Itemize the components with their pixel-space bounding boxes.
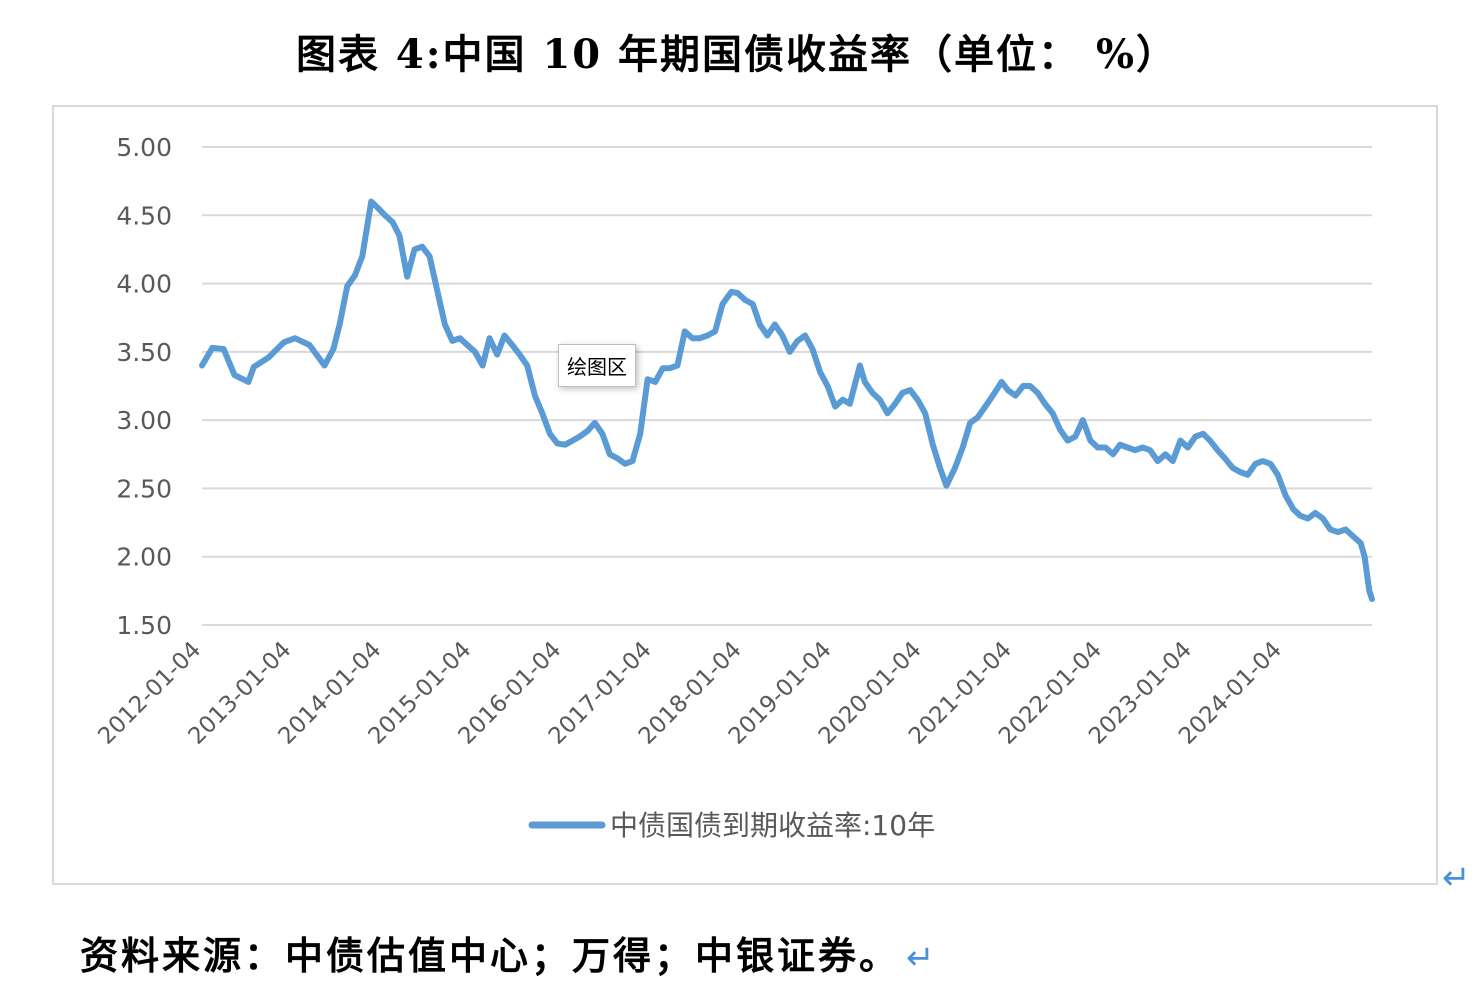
y-tick-label: 2.50 — [116, 474, 172, 503]
plot-area-tooltip: 绘图区 — [558, 344, 636, 387]
y-tick-label: 3.00 — [116, 406, 172, 435]
y-tick-label: 5.00 — [116, 133, 172, 162]
y-tick-label: 2.00 — [116, 543, 172, 572]
source-note: 资料来源：中债估值中心；万得；中银证券。 ↵ — [80, 925, 938, 980]
series-line — [199, 198, 1375, 603]
legend-label: 中债国债到期收益率:10年 — [610, 809, 935, 842]
source-text: 资料来源：中债估值中心；万得；中银证券。 — [80, 933, 901, 978]
chart-area[interactable]: 5.00 4.50 4.00 3.50 3.00 2.50 2.00 1.50 2012-01-… — [52, 105, 1438, 885]
y-tick-label: 3.50 — [116, 338, 172, 367]
y-tick-label: 1.50 — [116, 611, 172, 640]
y-tick-label: 4.50 — [116, 201, 172, 230]
chart-title: 图表 4:中国 10 年期国债收益率（单位： %） — [296, 31, 1178, 78]
line-chart: 5.004.504.003.503.002.502.001.502012-01-… — [93, 133, 1375, 842]
paragraph-mark-icon: ↵ — [906, 938, 938, 978]
y-tick-label: 4.00 — [116, 270, 172, 299]
paragraph-mark-icon: ↵ — [1442, 858, 1471, 898]
